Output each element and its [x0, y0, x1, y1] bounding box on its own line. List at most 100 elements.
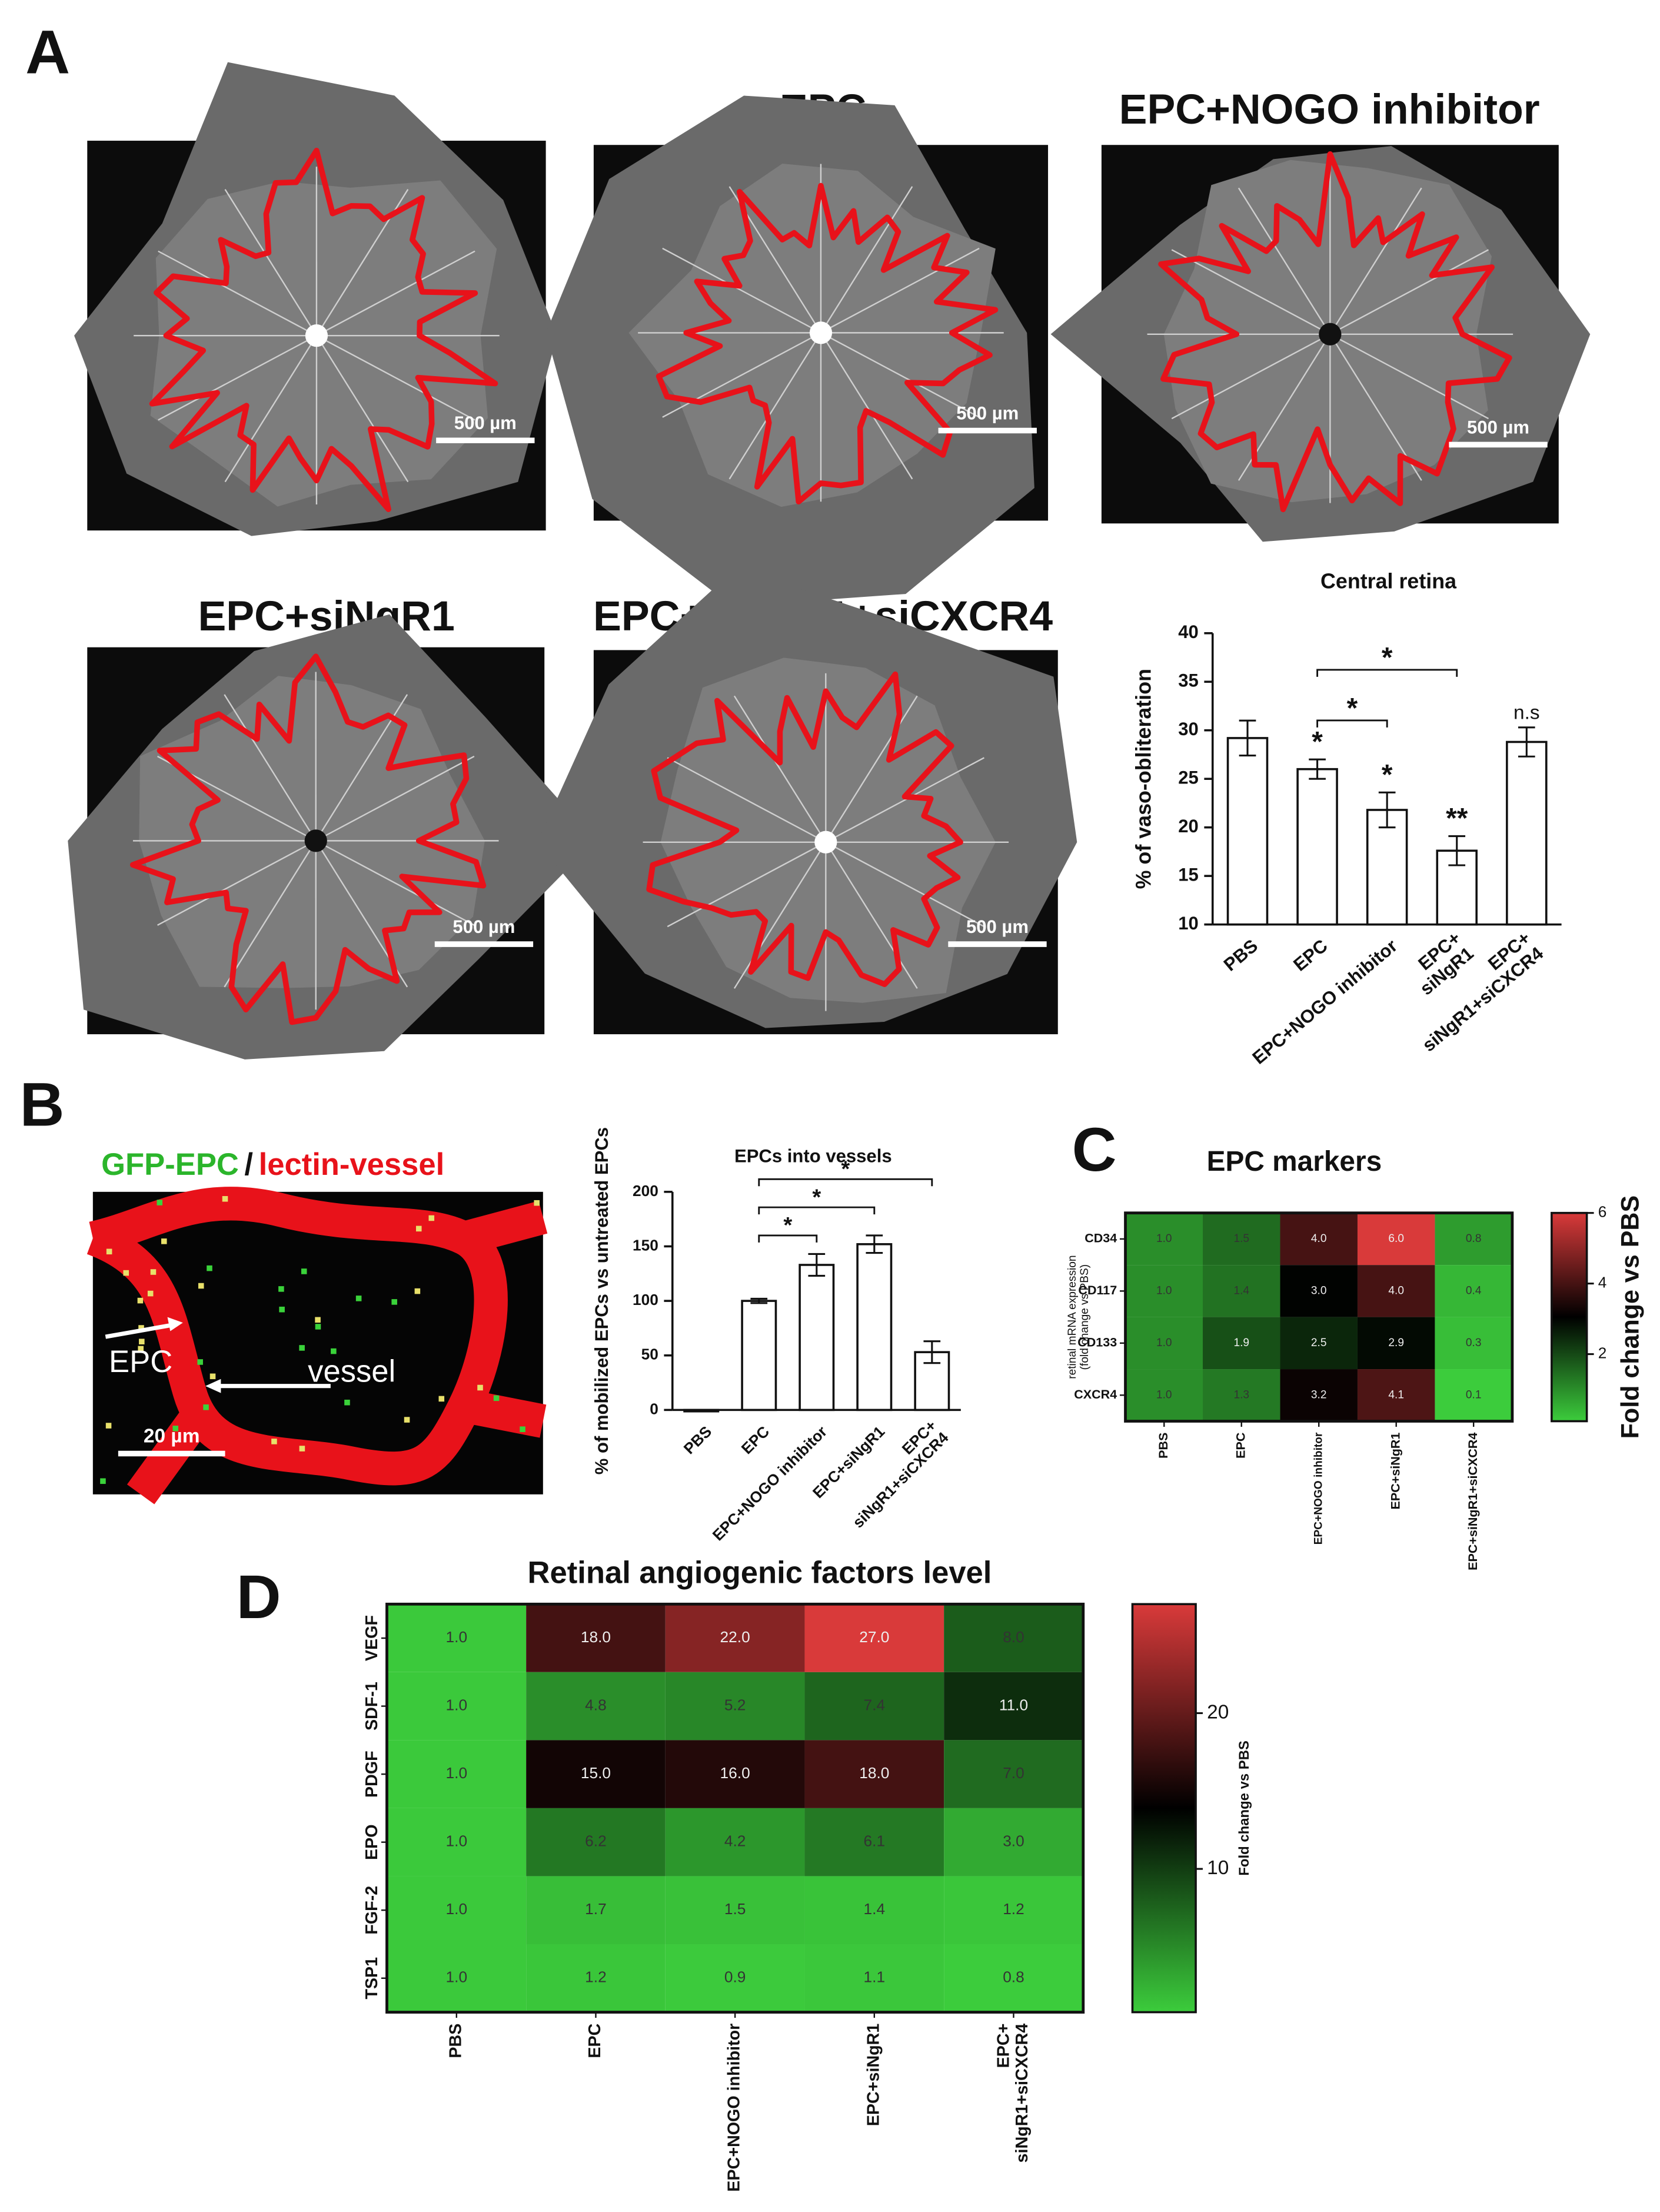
vessel-line — [1329, 187, 1422, 335]
vessel-line — [662, 332, 821, 418]
heatmap-cell — [804, 1808, 944, 1876]
heatmap-cell — [1435, 1213, 1512, 1266]
lectin-vessel — [87, 1187, 548, 1504]
cell-label: 18.0 — [581, 1628, 611, 1646]
y-tick-label: 35 — [1178, 670, 1199, 690]
gfp-dot — [198, 1283, 204, 1289]
cell-label: 6.2 — [585, 1832, 607, 1850]
heatmap-cell — [1280, 1369, 1358, 1421]
gfp-dot — [301, 1268, 307, 1274]
bar — [1296, 768, 1338, 926]
vessel-line — [1329, 333, 1489, 420]
row-label: SDF-1 — [362, 1682, 381, 1731]
cell-label: 1.0 — [446, 1628, 468, 1646]
significance-label: * — [812, 1184, 821, 1210]
cell-label: 1.0 — [1156, 1389, 1172, 1401]
x-tick-label: EPC+siNgR1+siCXCR4 — [837, 1416, 952, 1531]
gfp-dot — [138, 1346, 144, 1352]
gfp-dot — [197, 1359, 203, 1365]
vessel-line — [224, 335, 317, 483]
row-label: PDGF — [362, 1751, 381, 1798]
cell-label: 2.9 — [1388, 1337, 1404, 1349]
cell-label: 0.8 — [1003, 1968, 1024, 1986]
gfp-dot — [299, 1446, 305, 1452]
cell-label: 5.2 — [724, 1696, 746, 1714]
panel-letter: C — [1072, 1115, 1117, 1184]
x-tick-label: EPC+siNgR1+siCXCR4 — [994, 2024, 1032, 2163]
y-tick-label: 150 — [633, 1236, 658, 1254]
legend-part: lectin-vessel — [259, 1147, 445, 1182]
arrow-label: vessel — [308, 1354, 395, 1389]
x-tick-label: EPC+NOGO inhibitor — [709, 1423, 831, 1545]
heatmap-cell — [804, 1672, 944, 1741]
error-bar — [1309, 758, 1326, 780]
optic-disc — [304, 829, 327, 852]
x-tick-label: EPC+siNgR1+siCXCR4 — [1466, 1433, 1480, 1570]
cell-label: 3.0 — [1003, 1832, 1024, 1850]
gfp-dot — [172, 1426, 178, 1432]
y-tick-label: 30 — [1178, 719, 1199, 739]
vaso-outline — [1158, 151, 1512, 513]
bar — [856, 1243, 893, 1411]
cell-label: 27.0 — [859, 1628, 889, 1646]
cell-label: 4.0 — [1388, 1284, 1404, 1297]
gfp-dot — [138, 1325, 144, 1331]
heatmap-cell — [804, 1944, 944, 2012]
cell-label: 22.0 — [720, 1628, 750, 1646]
heatmap-cell — [526, 1672, 666, 1741]
significance-bracket — [1316, 669, 1458, 677]
chart-title: Central retina — [1320, 569, 1457, 593]
gfp-dot — [299, 1345, 305, 1351]
x-tick-label: PBS — [680, 1423, 715, 1457]
colorbar-tick-label: 6 — [1598, 1203, 1607, 1221]
gfp-dot — [315, 1324, 321, 1330]
colorbar-label: Fold change vs PBS — [1236, 1741, 1252, 1876]
significance-label: * — [783, 1213, 792, 1238]
significance-label: * — [1382, 642, 1393, 673]
vaso-outline — [129, 653, 487, 1025]
heatmap-cell — [1203, 1317, 1280, 1370]
cell-label: 1.5 — [724, 1900, 746, 1918]
gfp-dot — [404, 1417, 410, 1423]
heatmap-cell — [1203, 1213, 1280, 1266]
gfp-dot — [391, 1299, 397, 1305]
row-label: VEGF — [362, 1615, 381, 1661]
x-tick-label: PBS — [1220, 935, 1262, 975]
heatmap-cell — [665, 1604, 805, 1672]
cell-label: 18.0 — [859, 1764, 889, 1782]
vessel-line — [667, 757, 826, 843]
gfp-dot — [477, 1384, 483, 1391]
x-tick-label: PBS — [446, 2024, 465, 2058]
cell-label: 16.0 — [720, 1764, 750, 1782]
chart-title: Retinal angiogenic factors level — [528, 1555, 992, 1590]
heatmap-cell — [526, 1740, 666, 1808]
cell-label: 1.1 — [864, 1968, 886, 1986]
gfp-dot — [106, 1248, 112, 1255]
heatmap-cell — [1280, 1317, 1358, 1370]
vessel-line — [820, 247, 980, 334]
gfp-dot — [150, 1269, 157, 1275]
vessel-line — [1237, 187, 1331, 335]
row-label: TSP1 — [362, 1957, 381, 2000]
y-tick-label: 0 — [650, 1400, 658, 1417]
gfp-dot — [414, 1288, 421, 1294]
significance-bracket — [758, 1206, 876, 1215]
x-tick-label: PBS — [1156, 1433, 1170, 1459]
cell-label: 0.1 — [1466, 1389, 1482, 1401]
gfp-dot — [209, 1373, 216, 1380]
error-bar — [866, 1234, 883, 1254]
gfp-dot — [355, 1296, 362, 1301]
optic-disc — [809, 321, 833, 344]
vessel-line — [820, 332, 913, 480]
row-label: CD133 — [1077, 1336, 1117, 1350]
heatmap-cell — [1203, 1265, 1280, 1317]
vessel-line — [1171, 249, 1330, 335]
chart-title: EPCs into vessels — [734, 1146, 892, 1167]
heatmap-cell — [665, 1808, 805, 1876]
gfp-dot — [100, 1478, 106, 1484]
cell-label: 1.0 — [446, 1832, 468, 1850]
cell-label: 4.2 — [724, 1832, 746, 1850]
heatmap-cell — [1203, 1369, 1280, 1421]
heatmap-cell — [1357, 1265, 1435, 1317]
cell-label: 4.0 — [1311, 1233, 1327, 1245]
